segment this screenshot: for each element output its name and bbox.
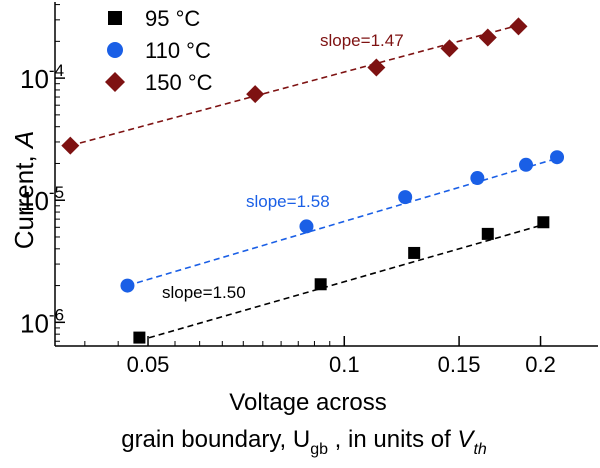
axes: 0.05 0.1 0.15 0.210-610-510-4 bbox=[20, 2, 598, 377]
data-point-diamond bbox=[509, 17, 528, 36]
x-axis-label-subscript: gb bbox=[310, 441, 328, 458]
y-tick-label: 10-6 bbox=[20, 305, 64, 338]
data-point-square bbox=[314, 278, 327, 291]
y-tick-base: 10 bbox=[20, 308, 49, 338]
data-point-circle bbox=[398, 190, 413, 205]
fit-line bbox=[70, 23, 522, 147]
x-axis-label-subscript: th bbox=[473, 441, 486, 458]
x-axis-label-text: , in units of bbox=[328, 426, 457, 453]
data-point-circle bbox=[519, 157, 534, 172]
data-point-circle bbox=[550, 150, 565, 165]
data-point-circle bbox=[299, 219, 314, 234]
data-point-diamond bbox=[246, 85, 265, 104]
x-axis-label-line1: Voltage across bbox=[229, 389, 386, 416]
x-tick-label: 0.2 bbox=[525, 352, 556, 377]
data-point-diamond bbox=[61, 136, 80, 155]
x-axis-label-italic: V bbox=[457, 426, 475, 453]
x-tick-label: 0.1 bbox=[329, 352, 360, 377]
y-tick-exponent: -4 bbox=[49, 61, 64, 80]
y-tick-label: 10-4 bbox=[20, 61, 64, 94]
legend: 95 °C 110 °C 150 °C bbox=[105, 6, 213, 95]
y-axis-label-main: Current, bbox=[9, 148, 39, 249]
legend-marker bbox=[108, 11, 122, 25]
legend-label: 110 °C bbox=[145, 38, 211, 63]
y-tick-exponent: -5 bbox=[49, 183, 64, 202]
x-axis-label-text: grain boundary, U bbox=[121, 426, 310, 453]
data-point-square bbox=[537, 216, 550, 229]
y-tick-base: 10 bbox=[20, 64, 49, 94]
y-tick-base: 10 bbox=[20, 186, 49, 216]
slope-label: slope=1.50 bbox=[162, 283, 246, 302]
y-tick-exponent: -6 bbox=[49, 305, 64, 324]
legend-marker bbox=[107, 42, 123, 58]
data-point-diamond bbox=[440, 39, 459, 58]
x-tick-label: 0.15 bbox=[438, 352, 481, 377]
fit-line bbox=[139, 221, 552, 342]
legend-label: 150 °C bbox=[145, 70, 213, 95]
y-tick-label: 10-5 bbox=[20, 183, 64, 216]
data-point-diamond bbox=[367, 58, 386, 77]
data-points bbox=[61, 17, 565, 344]
data-point-diamond bbox=[478, 28, 497, 47]
data-point-square bbox=[481, 227, 494, 240]
data-point-square bbox=[408, 246, 421, 259]
x-tick-label: 0.05 bbox=[127, 352, 170, 377]
slope-labels: slope=1.50 slope=1.58 slope=1.47 bbox=[162, 31, 404, 302]
y-axis-label-unit: A bbox=[9, 131, 39, 150]
slope-label: slope=1.47 bbox=[320, 31, 404, 50]
data-point-square bbox=[133, 331, 146, 344]
axis-labels: Current, A Voltage across grain boundary, … bbox=[9, 131, 487, 458]
slope-label: slope=1.58 bbox=[246, 192, 330, 211]
x-axis-label-line2: grain boundary, Ugb , in units of Vth bbox=[121, 426, 487, 458]
data-point-circle bbox=[120, 278, 135, 293]
legend-label: 95 °C bbox=[145, 6, 200, 31]
fit-line bbox=[127, 157, 558, 287]
fit-lines bbox=[70, 23, 558, 342]
y-axis-label: Current, A bbox=[9, 131, 39, 250]
data-point-circle bbox=[470, 171, 485, 186]
legend-marker bbox=[105, 72, 125, 92]
